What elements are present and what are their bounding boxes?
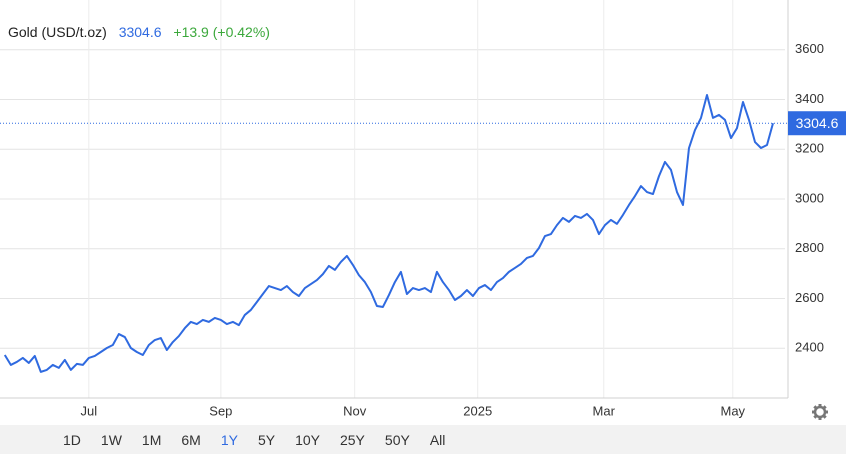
x-tick-label: Mar xyxy=(593,403,616,418)
y-tick-label: 3400 xyxy=(795,91,824,106)
range-button[interactable]: 1D xyxy=(63,431,81,448)
price-line xyxy=(3,94,774,373)
x-tick-label: Jul xyxy=(81,403,98,418)
range-button[interactable]: 25Y xyxy=(339,431,365,448)
y-tick-label: 3000 xyxy=(795,190,824,205)
price-change: +13.9 (+0.42%) xyxy=(173,24,270,40)
y-tick-label: 3600 xyxy=(795,41,824,56)
last-price-tag xyxy=(788,111,846,136)
last-price: 3304.6 xyxy=(118,24,162,40)
range-button[interactable]: 6M xyxy=(181,431,201,448)
y-tick-label: 2800 xyxy=(795,240,824,255)
settings-icon[interactable] xyxy=(812,404,828,420)
range-button[interactable]: 10Y xyxy=(295,431,320,448)
range-button[interactable]: 1Y xyxy=(220,431,238,448)
gear-body xyxy=(813,405,827,419)
range-button[interactable]: 50Y xyxy=(384,431,410,448)
y-tick-label: 3200 xyxy=(795,141,824,156)
range-button[interactable]: 5Y xyxy=(257,431,276,448)
range-button[interactable]: 1W xyxy=(100,431,122,448)
x-tick-label: Sep xyxy=(209,403,232,418)
range-button[interactable]: 1M xyxy=(141,431,162,448)
chart: 2400 2600 2800 3000 3200 3400 3600 Jul Sep Nov 202… xyxy=(0,0,846,420)
x-tick-label: May xyxy=(721,403,746,418)
range-toolbar: 1D 1W 1M 6M 1Y 5Y 10Y 25Y 50Y All xyxy=(0,425,846,454)
y-tick-label: 2400 xyxy=(795,340,824,355)
header: Gold (USD/t.oz) 3304.6 +13.9 (+0.42%) xyxy=(8,24,278,40)
instrument-title: Gold (USD/t.oz) xyxy=(8,24,107,40)
x-tick-label: 2025 xyxy=(463,403,492,418)
y-tick-label: 2600 xyxy=(795,290,824,305)
x-tick-label: Nov xyxy=(343,403,367,418)
last-price-label: 3304.6 xyxy=(796,115,839,131)
range-button[interactable]: All xyxy=(429,431,446,448)
